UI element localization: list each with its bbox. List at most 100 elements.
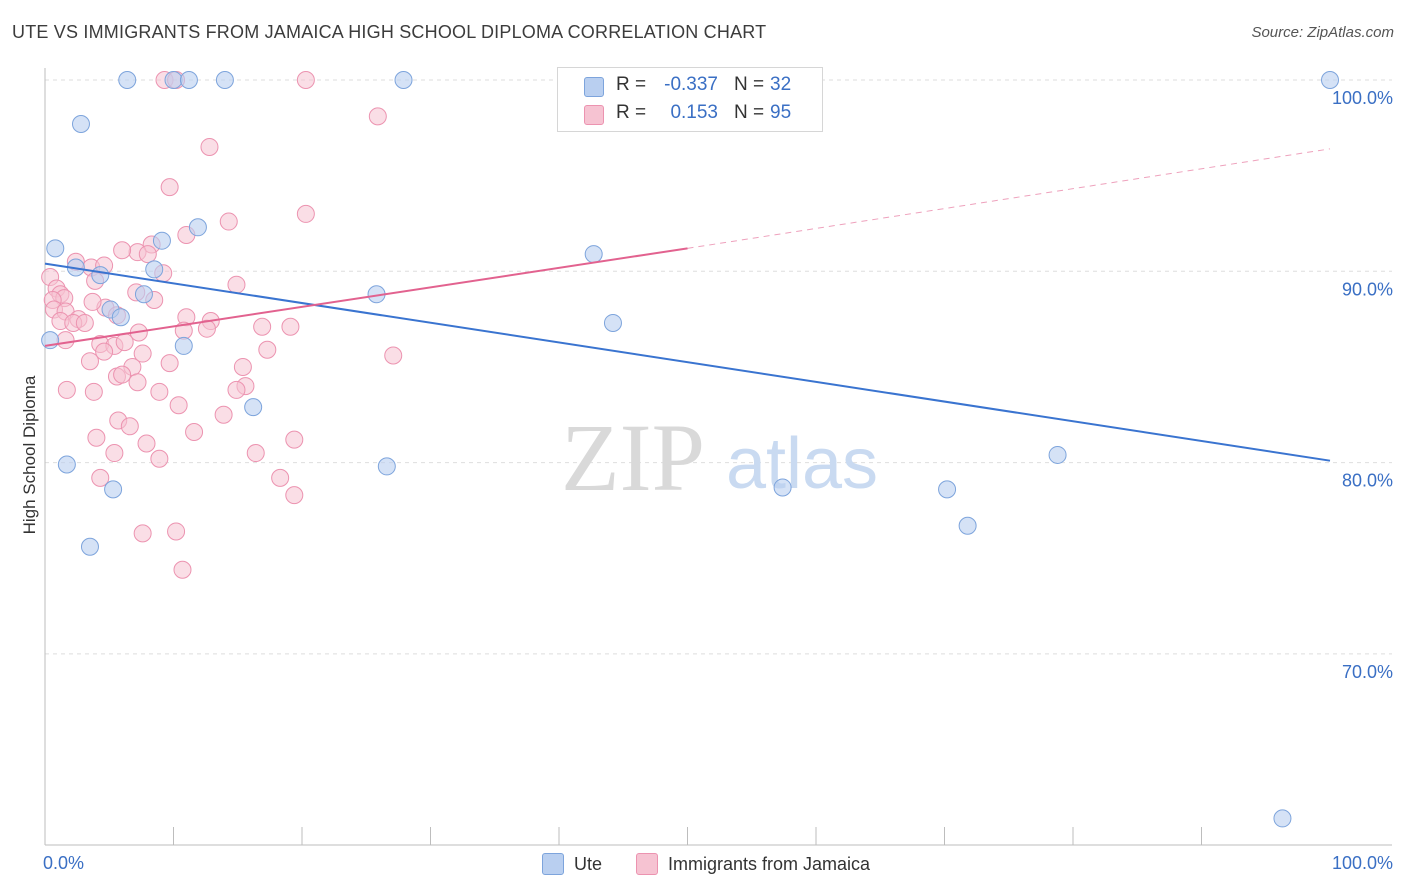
jamaica-point-6	[296, 204, 315, 223]
ute-point-23	[377, 457, 396, 476]
jamaica-r-value: 0.153	[670, 102, 718, 123]
legend-ute-label: Ute	[574, 854, 603, 874]
ute-point-9	[188, 218, 207, 237]
jamaica-point-73	[271, 468, 290, 487]
jamaica-point-11	[113, 241, 132, 260]
x-tick-label-1: 100.0%	[1332, 853, 1393, 873]
ute-swatch	[584, 77, 604, 97]
legend-jamaica-swatch	[636, 853, 658, 875]
jamaica-point-71	[105, 444, 124, 463]
ute-point-21	[244, 398, 263, 417]
jamaica-point-77	[167, 522, 186, 541]
ute-r-value: -0.337	[664, 74, 718, 95]
ute-point-19	[603, 313, 622, 332]
jamaica-point-59	[84, 382, 103, 401]
ute-point-24	[1048, 445, 1067, 464]
ute-point-14	[134, 285, 153, 304]
jamaica-point-72	[150, 449, 169, 468]
jamaica-trend-line	[44, 247, 688, 347]
stats-row-jamaica: R = 0.153 N = 95	[558, 100, 822, 128]
ute-point-20	[174, 336, 193, 355]
jamaica-trend-extension	[687, 148, 1331, 249]
ute-point-13	[145, 260, 164, 279]
y-tick-label-1: 90.0%	[1342, 279, 1393, 299]
jamaica-point-45	[115, 333, 134, 352]
x-tick-label-0: 0.0%	[43, 853, 84, 873]
jamaica-point-47	[95, 342, 114, 361]
legend-ute-swatch	[542, 853, 564, 875]
jamaica-point-38	[281, 317, 300, 336]
stats-box: R = -0.337 N = 32 R = 0.153 N = 95	[557, 67, 823, 132]
jamaica-r-label: R =	[616, 102, 647, 123]
jamaica-point-46	[258, 340, 277, 359]
legend-jamaica-label: Immigrants from Jamaica	[668, 854, 871, 874]
watermark-zip: ZIP	[561, 404, 705, 511]
axes	[44, 68, 1392, 846]
jamaica-point-60	[227, 380, 246, 399]
ute-point-10	[584, 245, 603, 264]
jamaica-point-4	[200, 137, 219, 156]
ute-point-1	[164, 71, 183, 89]
jamaica-n-value: 95	[770, 102, 792, 123]
chart-title: UTE VS IMMIGRANTS FROM JAMAICA HIGH SCHO…	[12, 22, 767, 42]
jamaica-point-67	[87, 428, 106, 447]
jamaica-swatch	[584, 105, 604, 125]
jamaica-point-7	[219, 212, 238, 231]
ute-n-value: 32	[770, 74, 792, 95]
ute-point-25	[104, 480, 123, 499]
y-tick-label-3: 70.0%	[1342, 662, 1393, 682]
jamaica-point-13	[138, 245, 157, 264]
ute-n-label: N =	[734, 74, 765, 95]
jamaica-point-3	[368, 107, 387, 126]
jamaica-point-74	[91, 468, 110, 487]
jamaica-point-55	[113, 365, 132, 384]
jamaica-point-75	[285, 486, 304, 505]
ute-point-28	[80, 537, 99, 556]
jamaica-point-49	[384, 346, 403, 365]
ute-r-label: R =	[616, 74, 647, 95]
watermark: ZIP atlas	[561, 404, 878, 511]
jamaica-point-27	[83, 292, 102, 311]
ute-point-0	[118, 71, 137, 89]
ute-point-6	[71, 114, 90, 133]
ute-point-30	[1273, 809, 1292, 828]
jamaica-point-42	[56, 331, 75, 350]
y-tick-label-0: 100.0%	[1332, 88, 1393, 108]
tick-labels: 100.0% 90.0% 80.0% 70.0% 0.0% 100.0%	[43, 88, 1393, 873]
ute-point-29	[958, 516, 977, 535]
ute-point-17	[111, 308, 130, 327]
jamaica-point-2	[296, 71, 315, 89]
jamaica-point-39	[197, 319, 216, 338]
jamaica-point-78	[173, 560, 192, 579]
jamaica-point-50	[80, 352, 99, 371]
jamaica-point-58	[57, 380, 76, 399]
ute-point-27	[938, 480, 957, 499]
jamaica-point-19	[227, 275, 246, 294]
jamaica-point-37	[253, 317, 272, 336]
jamaica-point-62	[169, 396, 188, 415]
ute-point-2	[179, 71, 198, 89]
jamaica-point-36	[75, 313, 94, 332]
jamaica-point-61	[150, 382, 169, 401]
jamaica-point-69	[137, 434, 156, 453]
jamaica-point-70	[246, 444, 265, 463]
jamaica-point-65	[120, 417, 139, 436]
jamaica-point-51	[160, 354, 179, 373]
ute-point-3	[215, 71, 234, 89]
y-tick-label-2: 80.0%	[1342, 471, 1393, 491]
ute-point-4	[394, 71, 413, 89]
jamaica-point-48	[133, 344, 152, 363]
jamaica-point-5	[160, 178, 179, 197]
jamaica-points	[41, 71, 403, 579]
jamaica-point-68	[285, 430, 304, 449]
ute-point-12	[91, 266, 110, 285]
jamaica-point-53	[233, 357, 252, 376]
ute-point-22	[57, 455, 76, 474]
jamaica-n-label: N =	[734, 102, 765, 123]
ute-point-5	[1321, 71, 1339, 89]
ute-point-26	[773, 478, 792, 497]
ute-trend-line	[44, 262, 1331, 462]
jamaica-point-66	[185, 422, 204, 441]
jamaica-point-76	[133, 524, 152, 543]
